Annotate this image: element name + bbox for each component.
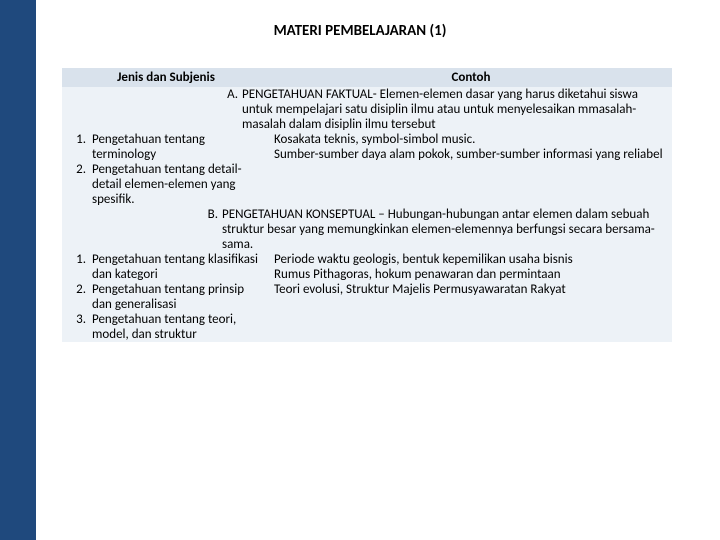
row-number: 1. <box>62 252 88 282</box>
table-row: 1. Pengetahuan tentang terminology Kosak… <box>62 132 672 162</box>
section-b-text: PENGETAHUAN KONSEPTUAL – Hubungan-hubung… <box>222 207 668 252</box>
section-b: B. PENGETAHUAN KONSEPTUAL – Hubungan-hub… <box>62 207 672 252</box>
row-jenis: Pengetahuan tentang teori, model, dan st… <box>88 312 270 342</box>
row-jenis: Pengetahuan tentang klasifikasi dan kate… <box>88 252 270 282</box>
row-number: 3. <box>62 312 88 342</box>
row-jenis: Pengetahuan tentang terminology <box>88 132 270 162</box>
row-number: 1. <box>62 132 88 162</box>
header-jenis: Jenis dan Subjenis <box>62 68 270 87</box>
row-jenis: Pengetahuan tentang prinsip dan generali… <box>88 282 270 312</box>
row-number: 2. <box>62 162 88 207</box>
content-table: Jenis dan Subjenis Contoh A. PENGETAHUAN… <box>62 68 672 342</box>
section-a-text: PENGETAHUAN FAKTUAL- Elemen-elemen dasar… <box>242 87 668 132</box>
section-a: A. PENGETAHUAN FAKTUAL- Elemen-elemen da… <box>62 87 672 132</box>
section-b-letter: B. <box>62 207 222 252</box>
section-a-letter: A. <box>62 87 242 132</box>
page-title: MATERI PEMBELAJARAN (1) <box>0 22 720 40</box>
row-number: 2. <box>62 282 88 312</box>
row-contoh: Periode waktu geologis, bentuk kepemilik… <box>270 252 672 342</box>
header-contoh: Contoh <box>270 68 672 87</box>
row-jenis: Pengetahuan tentang detail-detail elemen… <box>88 162 270 207</box>
table-row: 1. Pengetahuan tentang klasifikasi dan k… <box>62 252 672 282</box>
sidebar <box>0 0 36 540</box>
row-contoh: Kosakata teknis, symbol-simbol music. Su… <box>270 132 672 207</box>
